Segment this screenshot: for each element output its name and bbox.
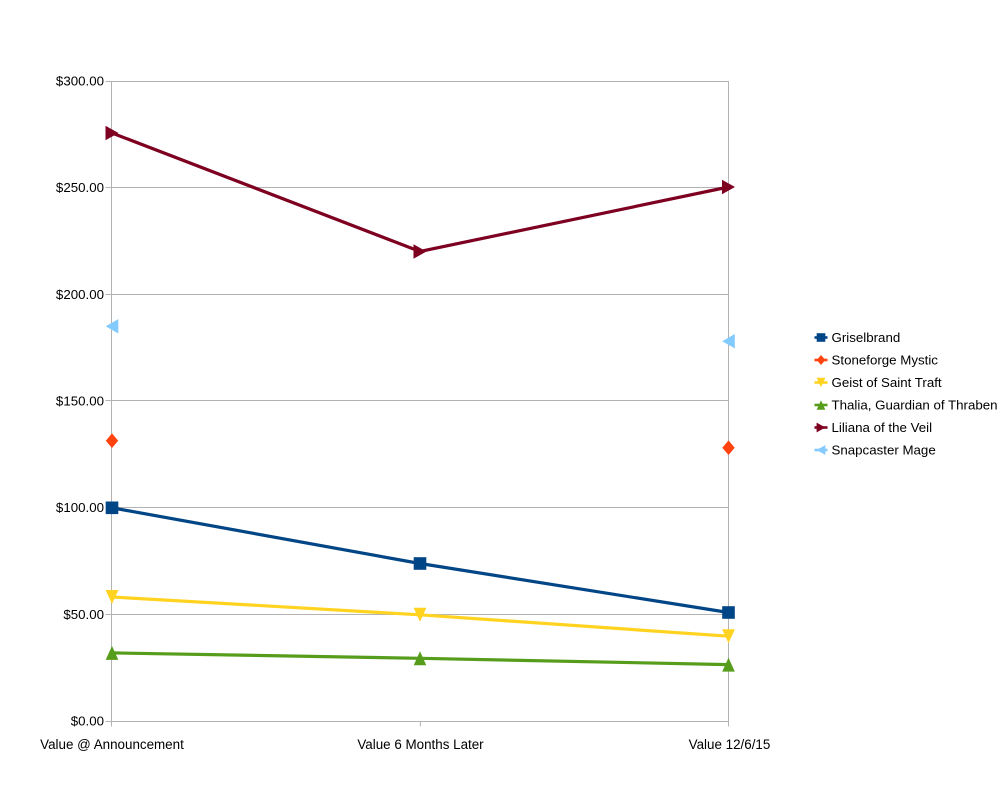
svg-text:Stoneforge Mystic: Stoneforge Mystic — [832, 353, 939, 368]
svg-text:Value @ Announcement: Value @ Announcement — [40, 737, 184, 752]
svg-text:Liliana of the Veil: Liliana of the Veil — [832, 420, 933, 435]
svg-text:$200.00: $200.00 — [56, 287, 104, 302]
svg-text:$300.00: $300.00 — [56, 74, 104, 89]
svg-text:Geist of Saint Traft: Geist of Saint Traft — [832, 375, 942, 390]
svg-text:$50.00: $50.00 — [63, 607, 104, 622]
svg-text:Griselbrand: Griselbrand — [832, 330, 901, 345]
svg-text:Value 6 Months Later: Value 6 Months Later — [357, 737, 484, 752]
svg-text:Snapcaster Mage: Snapcaster Mage — [832, 443, 936, 458]
svg-text:Thalia, Guardian of Thraben: Thalia, Guardian of Thraben — [832, 398, 998, 413]
svg-text:$100.00: $100.00 — [56, 500, 104, 515]
svg-text:$250.00: $250.00 — [56, 180, 104, 195]
svg-text:$0.00: $0.00 — [71, 714, 104, 729]
svg-text:Value 12/6/15: Value 12/6/15 — [689, 737, 771, 752]
svg-text:$150.00: $150.00 — [56, 394, 104, 409]
